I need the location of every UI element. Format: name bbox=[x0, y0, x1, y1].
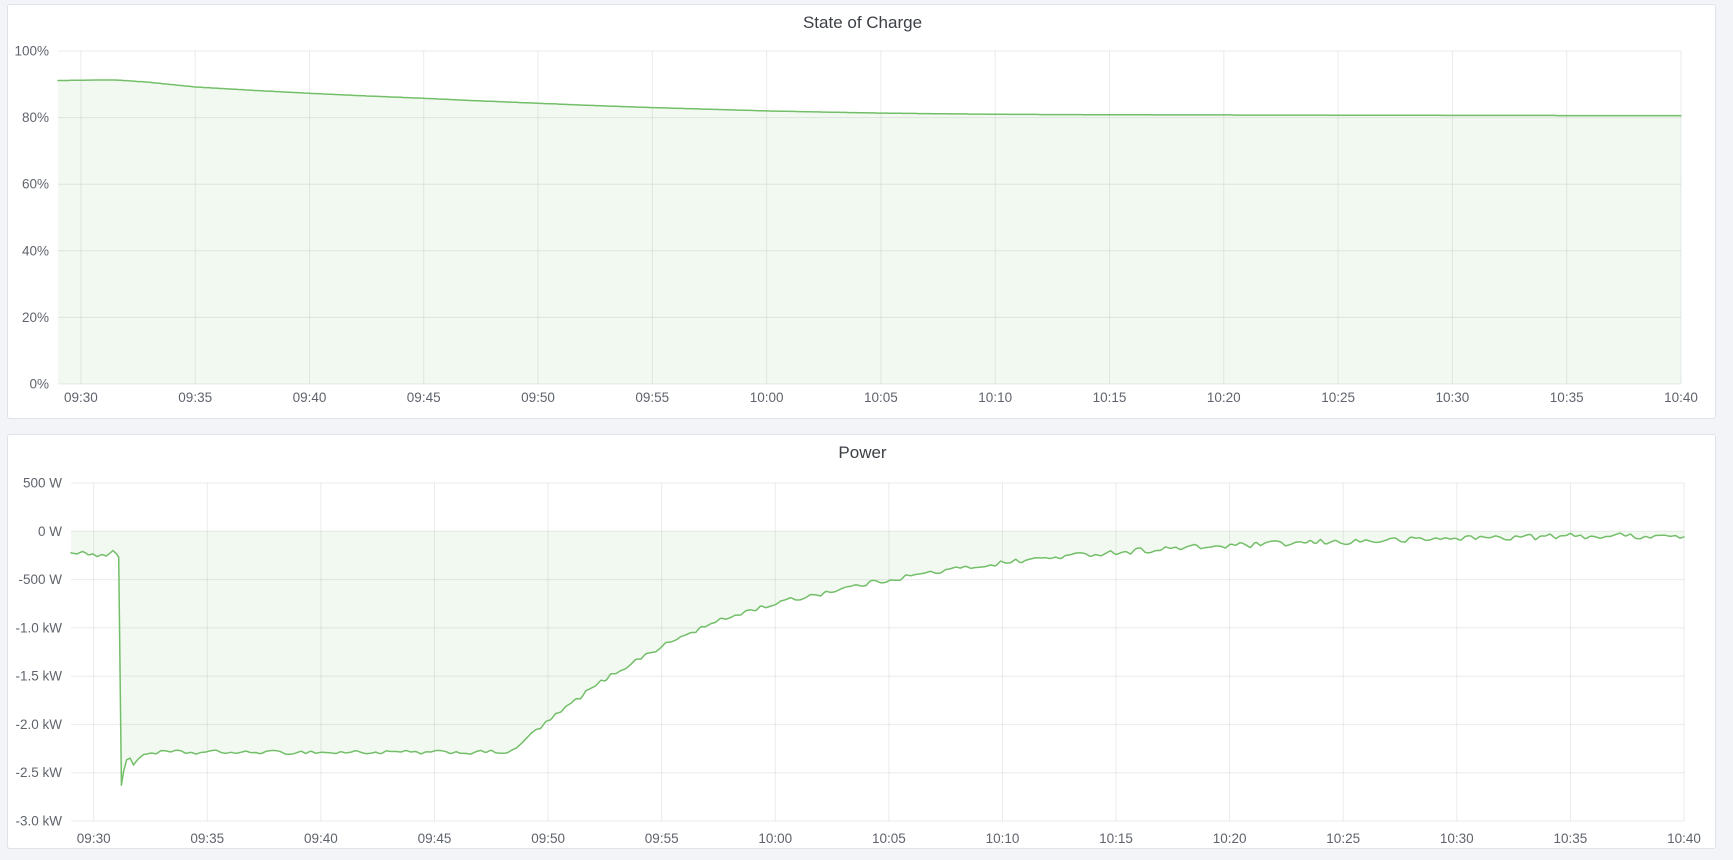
plot-area[interactable]: 100% 80% 60% 40% 20% 0% 09:30 09:35 09:40 09:45 09… bbox=[14, 44, 1697, 406]
x-tick-label: 10:40 bbox=[1667, 831, 1701, 846]
x-tick-label: 09:40 bbox=[293, 390, 327, 405]
x-tick-label: 09:50 bbox=[521, 390, 555, 405]
x-tick-label: 10:20 bbox=[1207, 390, 1241, 405]
panel-power: Power 500 W 0 W -500 W -1.0 kW -1.5 kW -2.0 k… bbox=[7, 434, 1716, 849]
power-chart[interactable]: Power 500 W 0 W -500 W -1.0 kW -1.5 kW -2.0 k… bbox=[8, 435, 1716, 849]
y-tick-label: 0 W bbox=[38, 524, 62, 539]
series-line bbox=[70, 532, 1685, 787]
y-tick-label: -2.0 kW bbox=[15, 717, 62, 732]
x-tick-label: 10:35 bbox=[1550, 390, 1584, 405]
x-tick-label: 09:50 bbox=[531, 831, 565, 846]
panel-state-of-charge: State of Charge 100% 80% 60% 40% 20% 0% 09:30 0… bbox=[7, 4, 1716, 419]
x-tick-label: 10:40 bbox=[1664, 390, 1698, 405]
x-tick-label: 10:20 bbox=[1213, 831, 1247, 846]
series-fill bbox=[58, 80, 1681, 384]
x-tick-label: 10:00 bbox=[750, 390, 784, 405]
panel-title-state-of-charge[interactable]: State of Charge bbox=[803, 13, 922, 32]
y-tick-label: 500 W bbox=[23, 476, 62, 491]
x-tick-label: 09:55 bbox=[635, 390, 669, 405]
x-tick-label: 10:25 bbox=[1326, 831, 1360, 846]
x-tick-label: 10:15 bbox=[1099, 831, 1133, 846]
x-tick-label: 09:30 bbox=[77, 831, 111, 846]
y-tick-label: -3.0 kW bbox=[15, 814, 62, 829]
x-tick-label: 09:35 bbox=[190, 831, 224, 846]
state-of-charge-chart[interactable]: State of Charge 100% 80% 60% 40% 20% 0% 09:30 0… bbox=[8, 5, 1716, 419]
x-tick-label: 10:30 bbox=[1436, 390, 1470, 405]
x-tick-label: 10:15 bbox=[1093, 390, 1127, 405]
x-tick-label: 09:30 bbox=[64, 390, 98, 405]
y-tick-label: 60% bbox=[22, 177, 49, 192]
x-tick-label: 10:10 bbox=[978, 390, 1012, 405]
x-tick-label: 09:45 bbox=[418, 831, 452, 846]
series-fill bbox=[71, 531, 1684, 786]
x-tick-label: 10:05 bbox=[872, 831, 906, 846]
x-tick-label: 09:40 bbox=[304, 831, 338, 846]
x-tick-label: 10:05 bbox=[864, 390, 898, 405]
x-tick-label: 10:30 bbox=[1440, 831, 1474, 846]
y-tick-label: -500 W bbox=[18, 572, 62, 587]
x-tick-label: 09:55 bbox=[645, 831, 679, 846]
plot-area[interactable]: 500 W 0 W -500 W -1.0 kW -1.5 kW -2.0 kW -2.5 … bbox=[15, 476, 1700, 847]
y-tick-label: 20% bbox=[22, 310, 49, 325]
x-tick-label: 10:10 bbox=[986, 831, 1020, 846]
x-tick-label: 10:35 bbox=[1554, 831, 1588, 846]
panel-title-power[interactable]: Power bbox=[838, 443, 887, 462]
x-tick-label: 10:00 bbox=[758, 831, 792, 846]
y-tick-label: -2.5 kW bbox=[15, 765, 62, 780]
x-tick-label: 09:35 bbox=[178, 390, 212, 405]
y-tick-label: 100% bbox=[14, 44, 49, 59]
x-tick-label: 09:45 bbox=[407, 390, 441, 405]
series-line bbox=[57, 79, 1682, 117]
y-tick-label: 0% bbox=[29, 377, 49, 392]
x-tick-label: 10:25 bbox=[1321, 390, 1355, 405]
y-tick-label: -1.0 kW bbox=[15, 620, 62, 635]
y-tick-label: -1.5 kW bbox=[15, 669, 62, 684]
y-tick-label: 40% bbox=[22, 243, 49, 258]
y-tick-label: 80% bbox=[22, 110, 49, 125]
